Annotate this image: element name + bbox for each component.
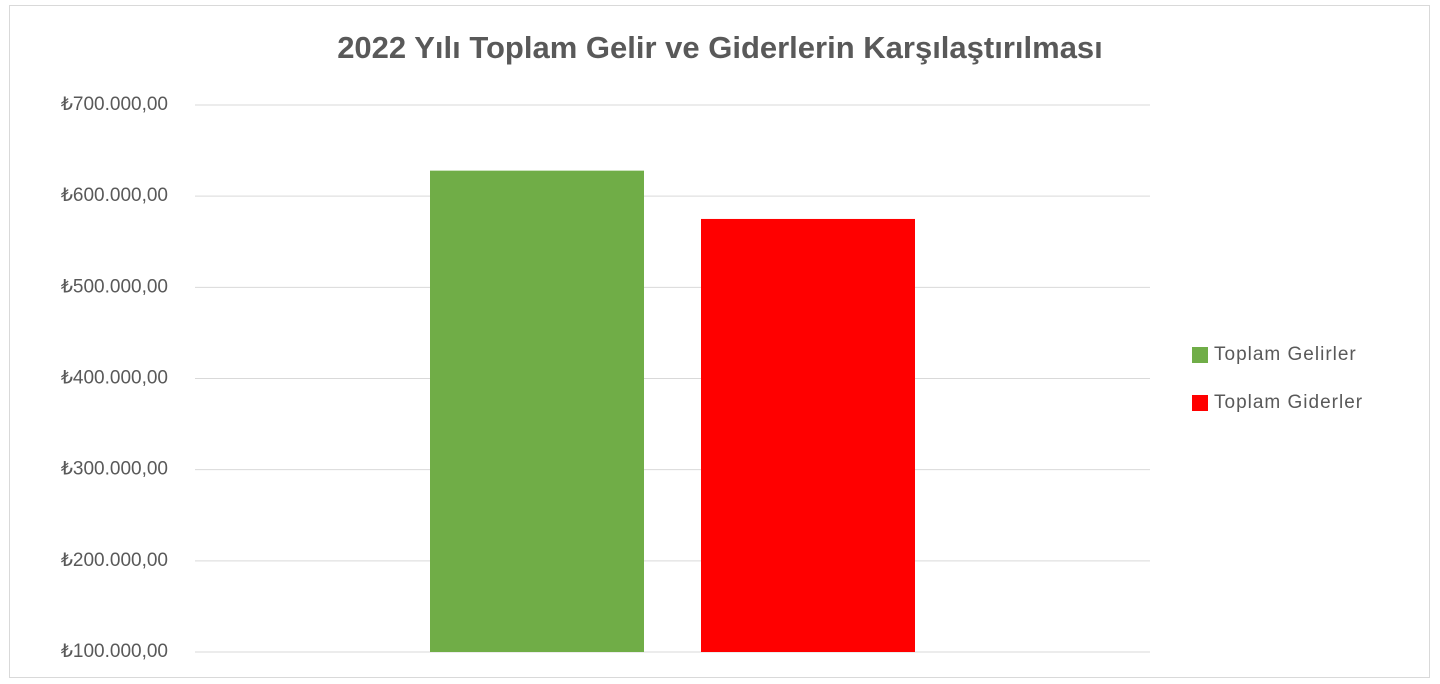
y-tick-label: ₺400.000,00 [61, 368, 168, 389]
y-tick-label: ₺500.000,00 [61, 276, 168, 297]
y-tick-label: ₺700.000,00 [61, 94, 168, 115]
legend-label: Toplam Giderler [1214, 392, 1363, 413]
legend-label: Toplam Gelirler [1214, 344, 1357, 365]
y-tick-label: ₺100.000,00 [61, 641, 168, 662]
bar [430, 170, 644, 652]
legend-swatch [1192, 347, 1208, 363]
y-tick-label: ₺600.000,00 [61, 185, 168, 206]
y-tick-label: ₺200.000,00 [61, 550, 168, 571]
y-tick-label: ₺300.000,00 [61, 459, 168, 480]
chart-title: 2022 Yılı Toplam Gelir ve Giderlerin Kar… [337, 30, 1103, 65]
legend-swatch [1192, 395, 1208, 411]
bar [701, 218, 915, 653]
